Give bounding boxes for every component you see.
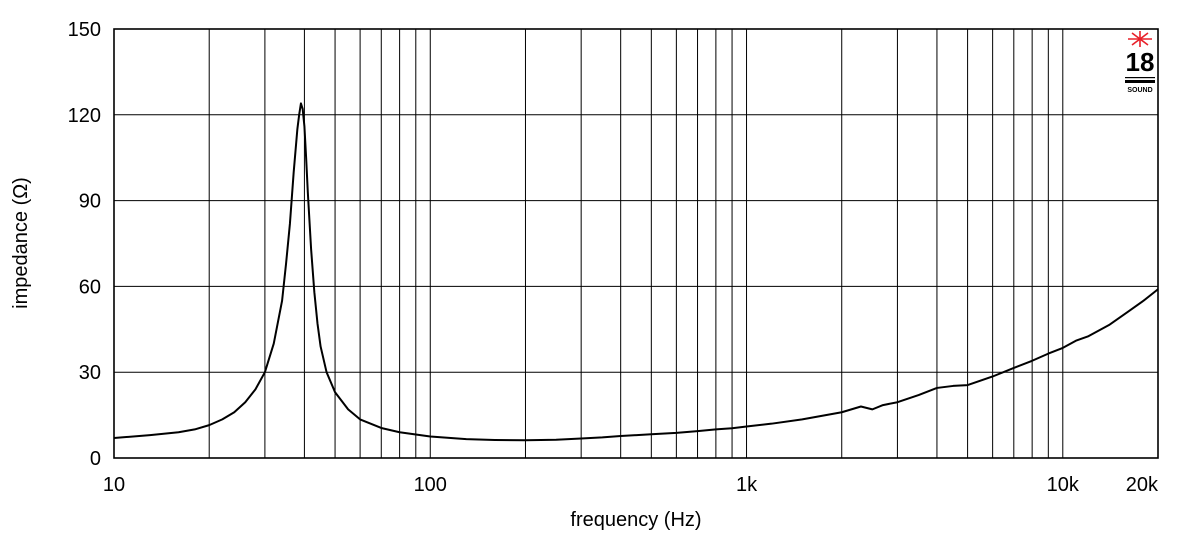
- y-tick-label: 0: [90, 448, 101, 470]
- star-icon: [1128, 31, 1152, 47]
- y-tick-label: 150: [68, 19, 101, 41]
- x-tick-label: 20k: [1126, 474, 1159, 496]
- y-tick-label: 90: [79, 191, 101, 213]
- svg-text:SOUND: SOUND: [1127, 87, 1152, 94]
- svg-text:18: 18: [1126, 47, 1155, 77]
- y-tick-label: 60: [79, 276, 101, 298]
- x-tick-labels: 10 100 1k 10k 20k: [103, 474, 1159, 496]
- x-tick-label: 10: [103, 474, 125, 496]
- plot-frame: [113, 28, 1159, 459]
- y-tick-label: 120: [68, 105, 101, 127]
- x-tick-label: 100: [414, 474, 447, 496]
- impedance-curve: [113, 102, 1159, 442]
- x-tick-label: 1k: [736, 474, 758, 496]
- brand-logo: 18 SOUND: [1125, 31, 1155, 94]
- x-tick-label: 10k: [1047, 474, 1080, 496]
- x-axis-title: frequency (Hz): [570, 509, 701, 531]
- y-tick-labels: 0 30 60 90 120 150: [68, 19, 101, 470]
- y-tick-label: 30: [79, 362, 101, 384]
- impedance-curve-layer: [113, 102, 1159, 442]
- y-axis-title: impedance (Ω): [10, 177, 32, 309]
- grid-lines: [114, 29, 1158, 458]
